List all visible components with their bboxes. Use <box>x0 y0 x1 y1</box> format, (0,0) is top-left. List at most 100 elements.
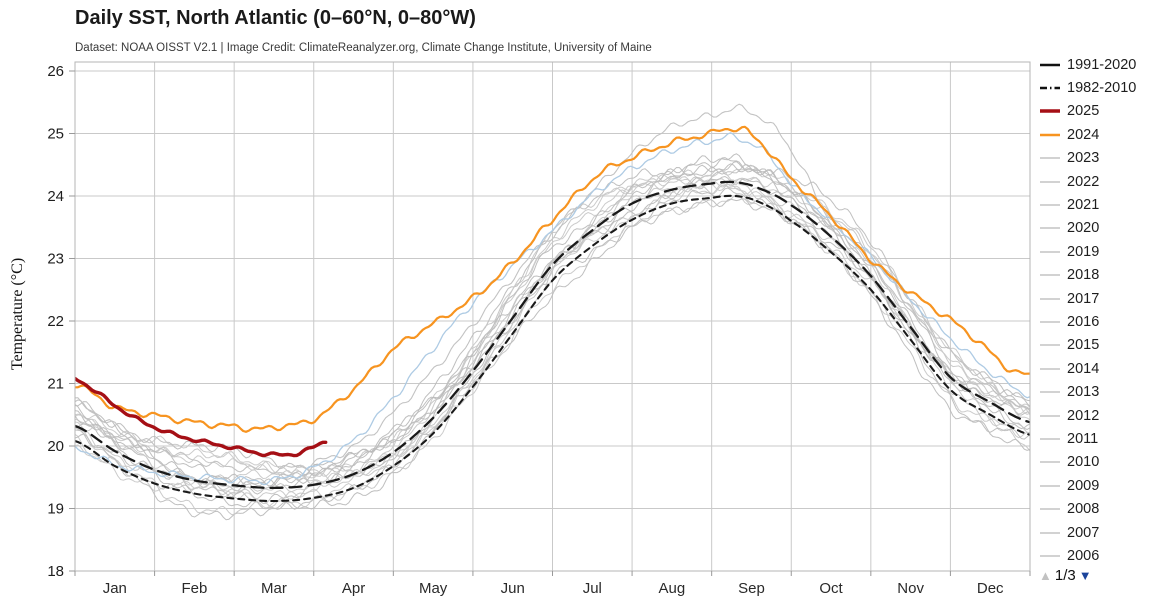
legend-swatch-red <box>1040 109 1060 114</box>
legend-item-2016[interactable]: 2016 <box>1039 310 1149 333</box>
y-tick-label: 26 <box>47 63 64 80</box>
x-tick-label: Apr <box>342 580 365 597</box>
legend-label: 2015 <box>1067 337 1100 354</box>
legend-swatch-gray <box>1040 320 1060 323</box>
legend-swatch-gray <box>1040 531 1060 534</box>
gridlines <box>74 62 1031 572</box>
y-tick-label: 24 <box>47 188 64 205</box>
legend-swatch-gray <box>1040 437 1060 440</box>
legend-label: 2013 <box>1067 384 1100 401</box>
legend-label: 2017 <box>1067 290 1100 307</box>
legend-label: 2023 <box>1067 150 1100 167</box>
y-tick-label: 25 <box>47 126 64 143</box>
legend-swatch-dashdot-black <box>1040 86 1060 90</box>
legend-page-up-icon[interactable]: ▲ <box>1039 568 1052 583</box>
legend-swatch-gray <box>1040 157 1060 160</box>
x-tick-label: Nov <box>897 580 924 597</box>
legend-item-2020[interactable]: 2020 <box>1039 217 1149 240</box>
legend-item-2021[interactable]: 2021 <box>1039 193 1149 216</box>
x-tick-label: Dec <box>977 580 1004 597</box>
x-tick-label: Feb <box>181 580 207 597</box>
legend-swatch-gray <box>1040 484 1060 487</box>
legend-item-2017[interactable]: 2017 <box>1039 287 1149 310</box>
legend-item-2018[interactable]: 2018 <box>1039 264 1149 287</box>
page-title: Daily SST, North Atlantic (0–60°N, 0–80°… <box>75 7 476 29</box>
legend-label: 2021 <box>1067 197 1100 214</box>
line-1991-2020 <box>75 180 1030 490</box>
y-tick-label: 21 <box>47 376 64 393</box>
legend-item-2008[interactable]: 2008 <box>1039 497 1149 520</box>
x-tick-label: May <box>419 580 448 597</box>
line-2019 <box>75 169 1030 477</box>
legend-item-2013[interactable]: 2013 <box>1039 380 1149 403</box>
x-tick-label: Sep <box>738 580 765 597</box>
legend-label: 2022 <box>1067 173 1100 190</box>
legend-item-2015[interactable]: 2015 <box>1039 334 1149 357</box>
legend-item-1991-2020[interactable]: 1991-2020 <box>1039 53 1149 76</box>
legend-item-2011[interactable]: 2011 <box>1039 427 1149 450</box>
legend-swatch-gray <box>1040 367 1060 370</box>
legend-label: 2008 <box>1067 501 1100 518</box>
legend-item-2010[interactable]: 2010 <box>1039 451 1149 474</box>
legend-item-2009[interactable]: 2009 <box>1039 474 1149 497</box>
legend-item-2007[interactable]: 2007 <box>1039 521 1149 544</box>
legend-item-1982-2010[interactable]: 1982-2010 <box>1039 76 1149 99</box>
legend-label: 2007 <box>1067 524 1100 541</box>
legend-item-2019[interactable]: 2019 <box>1039 240 1149 263</box>
legend-item-2022[interactable]: 2022 <box>1039 170 1149 193</box>
legend-label: 2006 <box>1067 547 1100 564</box>
legend-label: 2016 <box>1067 313 1100 330</box>
line-2025 <box>75 376 328 458</box>
legend-label: 2025 <box>1067 103 1100 120</box>
legend-swatch-orange <box>1040 133 1060 137</box>
legend-swatch-gray <box>1040 391 1060 394</box>
legend-label: 2011 <box>1067 430 1099 447</box>
chart-legend: 1991-2020 1982-2010 2025 2024 2023 2022 2021 20… <box>1039 53 1149 568</box>
legend-swatch-gray <box>1040 180 1060 183</box>
legend-item-2006[interactable]: 2006 <box>1039 544 1149 567</box>
axis-ticks: 18 19 20 21 22 23 24 25 26 Jan Feb Mar Apr May Jun Jul A… <box>47 63 1031 597</box>
y-tick-label: 20 <box>47 438 64 455</box>
x-tick-label: Jul <box>583 580 602 597</box>
legend-label: 2010 <box>1067 454 1100 471</box>
line-2023 <box>75 132 1030 486</box>
legend-item-2014[interactable]: 2014 <box>1039 357 1149 380</box>
legend-label: 1991-2020 <box>1067 56 1137 73</box>
legend-page-indicator: 1/3 <box>1054 567 1076 584</box>
x-tick-label: Oct <box>819 580 843 597</box>
x-tick-label: Aug <box>659 580 686 597</box>
legend-swatch-solid-black <box>1040 63 1060 66</box>
legend-label: 2012 <box>1067 407 1100 424</box>
legend-label: 2014 <box>1067 360 1100 377</box>
legend-item-2025[interactable]: 2025 <box>1039 100 1149 123</box>
series-lines <box>75 103 1030 521</box>
legend-item-2023[interactable]: 2023 <box>1039 147 1149 170</box>
legend-swatch-gray <box>1040 274 1060 277</box>
x-tick-label: Jan <box>103 580 127 597</box>
line-2022 <box>75 103 1030 474</box>
x-tick-label: Mar <box>261 580 287 597</box>
line-2024 <box>75 125 1030 433</box>
y-tick-label: 18 <box>47 563 64 580</box>
legend-swatch-gray <box>1040 554 1060 557</box>
page-subtitle: Dataset: NOAA OISST V2.1 | Image Credit:… <box>75 42 652 54</box>
legend-item-2024[interactable]: 2024 <box>1039 123 1149 146</box>
legend-swatch-gray <box>1040 227 1060 230</box>
legend-swatch-gray <box>1040 204 1060 207</box>
legend-swatch-gray <box>1040 508 1060 511</box>
legend-label: 1982-2010 <box>1067 80 1137 97</box>
legend-page-down-icon[interactable]: ▼ <box>1078 568 1092 583</box>
x-tick-label: Jun <box>501 580 525 597</box>
y-tick-label: 22 <box>47 313 64 330</box>
legend-swatch-gray <box>1040 414 1060 417</box>
legend-item-2012[interactable]: 2012 <box>1039 404 1149 427</box>
legend-label: 2019 <box>1067 243 1100 260</box>
line-2010 <box>75 161 1030 487</box>
legend-label: 2024 <box>1067 126 1100 143</box>
legend-swatch-gray <box>1040 297 1060 300</box>
legend-label: 2009 <box>1067 477 1100 494</box>
legend-label: 2020 <box>1067 220 1100 237</box>
y-tick-label: 23 <box>47 251 64 268</box>
